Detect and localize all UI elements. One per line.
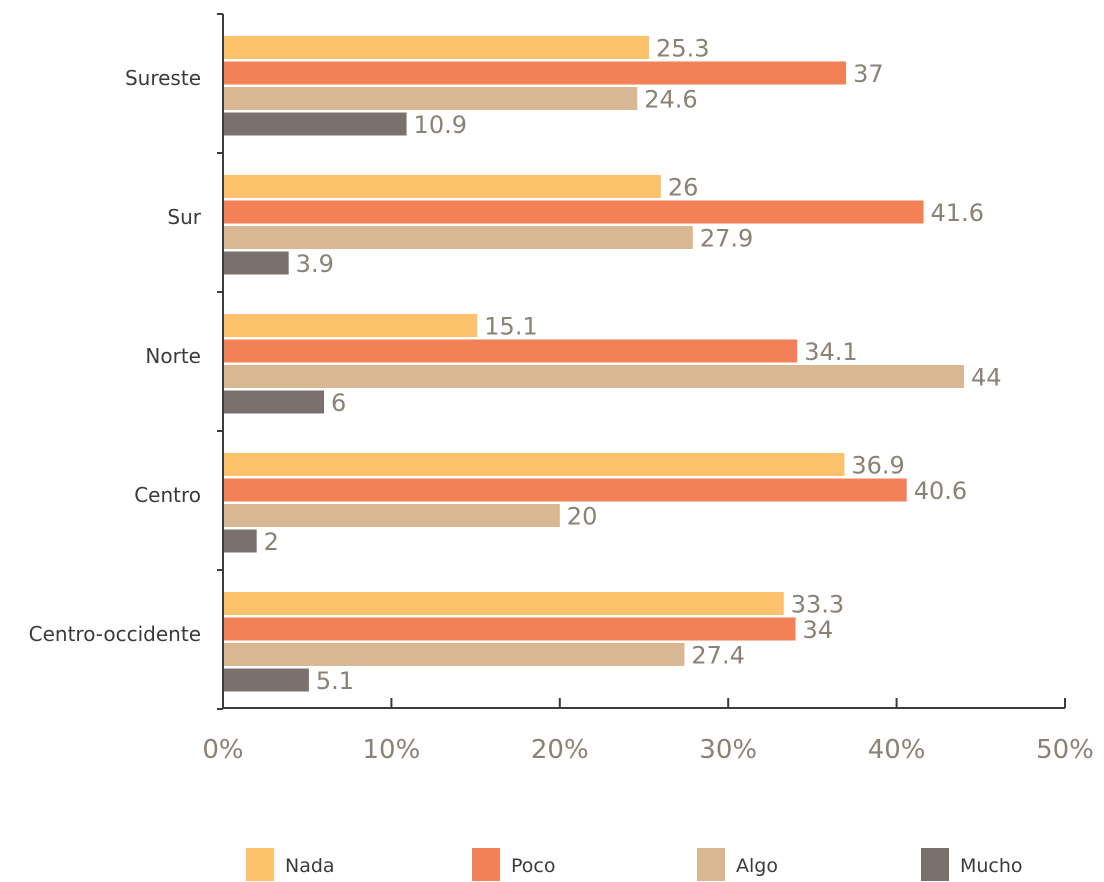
bar-algo-centro-occidente (223, 643, 685, 666)
legend-label-poco: Poco (511, 855, 555, 877)
bar-mucho-sureste (223, 112, 407, 136)
value-label: 41.6 (931, 199, 984, 227)
x-tick-label: 40% (868, 735, 926, 765)
legend-swatch-poco (472, 848, 500, 881)
bar-algo-sureste (223, 87, 638, 110)
value-label: 27.4 (691, 642, 744, 670)
value-label: 33.3 (791, 591, 844, 619)
bar-algo-sur (223, 226, 693, 249)
bar-nada-centro-occidente (223, 592, 784, 615)
bar-nada-sureste (223, 36, 650, 59)
legend-label-algo: Algo (736, 855, 778, 877)
bar-poco-centro-occidente (223, 617, 796, 641)
x-tick-label: 0% (202, 735, 243, 765)
value-label: 26 (668, 174, 699, 202)
bar-poco-norte (223, 339, 798, 363)
axes-group: Sureste Sur Norte Centro Centro-occidente 0% 1… (29, 13, 1094, 765)
bar-poco-sur (223, 200, 924, 224)
category-label: Norte (145, 344, 201, 368)
value-label: 20 (567, 503, 598, 531)
value-labels-group: 25.3 37 24.6 10.9 26 41.6 27.9 3.9 15.1 34.1 44 6 36… (264, 35, 1002, 696)
category-label: Centro (134, 483, 201, 507)
bar-nada-sur (223, 175, 661, 198)
bar-algo-centro (223, 504, 560, 527)
legend: Nada Poco Algo Mucho (246, 848, 1023, 881)
bar-mucho-centro (223, 529, 257, 553)
bar-poco-centro (223, 478, 907, 502)
x-tick-label: 50% (1036, 735, 1094, 765)
bar-nada-norte (223, 314, 478, 337)
value-label: 36.9 (851, 452, 904, 480)
legend-swatch-mucho (921, 848, 949, 881)
bar-mucho-norte (223, 390, 325, 414)
value-label: 27.9 (700, 225, 753, 253)
value-label: 40.6 (914, 477, 967, 505)
x-tick-label: 20% (531, 735, 589, 765)
legend-swatch-nada (246, 848, 274, 881)
value-label: 37 (853, 60, 884, 88)
value-label: 25.3 (656, 35, 709, 63)
x-tick-label: 30% (699, 735, 757, 765)
value-label: 15.1 (484, 313, 537, 341)
legend-swatch-algo (697, 848, 725, 881)
value-label: 10.9 (414, 111, 467, 139)
value-label: 44 (971, 364, 1002, 392)
category-label: Sur (167, 205, 201, 229)
value-label: 6 (331, 389, 346, 417)
bar-poco-sureste (223, 61, 847, 85)
legend-label-nada: Nada (285, 855, 335, 877)
value-label: 34 (803, 616, 834, 644)
bar-mucho-centro-occidente (223, 668, 309, 692)
bar-mucho-sur (223, 251, 289, 275)
value-label: 5.1 (316, 667, 354, 695)
bar-algo-norte (223, 365, 964, 388)
value-label: 34.1 (804, 338, 857, 366)
bars-group (223, 36, 964, 692)
category-label: Sureste (125, 66, 201, 90)
legend-label-mucho: Mucho (960, 855, 1023, 877)
category-label: Centro-occidente (29, 622, 201, 646)
value-label: 2 (264, 528, 279, 556)
value-label: 3.9 (296, 250, 334, 278)
value-label: 24.6 (644, 86, 697, 114)
bar-nada-centro (223, 453, 845, 476)
x-tick-label: 10% (363, 735, 421, 765)
